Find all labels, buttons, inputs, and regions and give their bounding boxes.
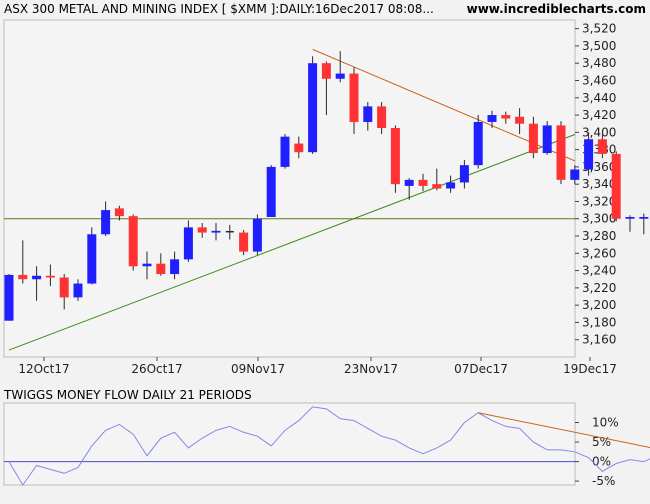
candle-body-up <box>170 259 179 274</box>
ind-y-tick-label: 10% <box>592 416 619 430</box>
candle <box>129 214 138 270</box>
candle-body-up <box>543 125 552 153</box>
candle <box>391 125 400 192</box>
y-tick-label: 3,320 <box>582 194 616 208</box>
candle-body-up <box>363 106 372 122</box>
candle <box>543 121 552 155</box>
x-tick-label: 07Dec17 <box>454 362 508 376</box>
candle-body-up <box>460 165 469 182</box>
candle-body-down <box>46 276 55 278</box>
y-tick-label: 3,460 <box>582 73 616 87</box>
candle-body-up <box>281 137 290 167</box>
candle-body-down <box>156 264 165 274</box>
candle-body-up <box>267 167 276 217</box>
y-tick-label: 3,240 <box>582 264 616 278</box>
y-tick-label: 3,420 <box>582 108 616 122</box>
ind-y-tick-label: 5% <box>592 435 611 449</box>
candle-body-down <box>377 106 386 128</box>
candle-body-up <box>87 234 96 283</box>
price-y-axis: 3,160 3,180 3,200 3,220 3,240 3,260 3,280 3,300… <box>575 22 616 347</box>
candle-body-up <box>308 63 317 152</box>
candle-body-down <box>598 139 607 154</box>
y-tick-label: 3,300 <box>582 212 616 226</box>
site-link[interactable]: www.incrediblecharts.com <box>467 2 646 16</box>
indicator-title: TWIGGS MONEY FLOW DAILY 21 PERIODS <box>3 388 252 402</box>
candle <box>557 121 566 184</box>
y-tick-label: 3,160 <box>582 333 616 347</box>
candle-body-up <box>101 210 110 234</box>
candle-body-down <box>115 208 124 216</box>
candle-body-up <box>584 139 593 169</box>
price-panel-frame <box>4 20 575 357</box>
y-tick-label: 3,180 <box>582 315 616 329</box>
x-tick-label: 09Nov17 <box>231 362 285 376</box>
x-tick-label: 12Oct17 <box>18 362 69 376</box>
candle-body-down <box>294 144 303 153</box>
ind-y-tick-label: -5% <box>592 474 615 488</box>
candle-body-down <box>501 115 510 118</box>
candle-body-up <box>446 182 455 188</box>
candle-body-up <box>570 169 579 179</box>
candle-body-up <box>32 276 41 279</box>
y-tick-label: 3,260 <box>582 246 616 260</box>
y-tick-label: 3,520 <box>582 22 616 36</box>
candle <box>612 151 621 221</box>
candle-body-up <box>474 122 483 165</box>
y-tick-label: 3,340 <box>582 177 616 191</box>
candle <box>87 227 96 284</box>
candle-body-down <box>529 124 538 153</box>
price-x-axis: 12Oct17 26Oct17 09Nov17 23Nov17 07Dec17 19Dec… <box>18 357 617 376</box>
candle-body-down <box>198 227 207 232</box>
x-tick-label: 19Dec17 <box>563 362 617 376</box>
y-tick-label: 3,440 <box>582 91 616 105</box>
candle-body-up <box>336 74 345 79</box>
candle-body-up <box>626 217 635 219</box>
y-tick-label: 3,280 <box>582 229 616 243</box>
candle-body-up <box>405 180 414 186</box>
candle-body-down <box>557 125 566 179</box>
candle-body-up <box>5 275 14 321</box>
x-tick-label: 23Nov17 <box>344 362 398 376</box>
y-tick-label: 3,500 <box>582 39 616 53</box>
candle-body-up <box>212 231 221 233</box>
candle <box>281 134 290 169</box>
candle-body-down <box>350 74 359 122</box>
candle-body-down <box>60 278 69 298</box>
candle-body-up <box>488 115 497 122</box>
candle <box>267 165 276 217</box>
candle-body-down <box>322 63 331 79</box>
candle-body-down <box>239 233 248 252</box>
candle <box>626 215 635 231</box>
candle <box>5 274 14 321</box>
candle <box>239 230 248 255</box>
indicator-y-axis: 10% 5% 0% -5% <box>575 416 619 489</box>
candle-body-down <box>391 128 400 184</box>
candle-body-up <box>639 217 648 219</box>
x-tick-label: 26Oct17 <box>131 362 182 376</box>
candle-body-down <box>612 154 621 219</box>
candle-body-up <box>143 264 152 267</box>
candle-body-up <box>74 284 83 298</box>
y-tick-label: 3,220 <box>582 281 616 295</box>
candle <box>308 56 317 154</box>
candle-body-up <box>184 227 193 259</box>
candle-body-down <box>432 184 441 188</box>
candle-body-down <box>18 275 27 279</box>
ind-y-tick-label: 0% <box>592 455 611 469</box>
candle-body-up <box>253 219 262 252</box>
chart-title: ASX 300 METAL AND MINING INDEX [ $XMM ]:… <box>4 2 434 16</box>
candle-body-down <box>419 180 428 186</box>
y-tick-label: 3,200 <box>582 298 616 312</box>
candle <box>253 214 262 255</box>
y-tick-label: 3,480 <box>582 56 616 70</box>
candle <box>639 214 648 235</box>
candle-body-down <box>515 117 524 124</box>
candle <box>474 115 483 169</box>
candle-body-down <box>129 216 138 266</box>
y-tick-label: 3,400 <box>582 125 616 139</box>
